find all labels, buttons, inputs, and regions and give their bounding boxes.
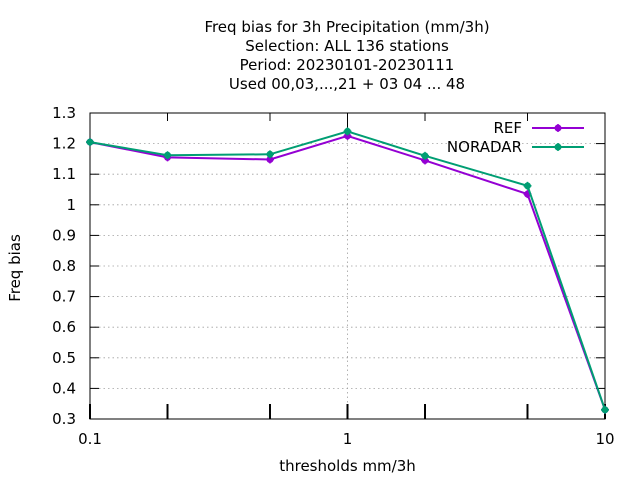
x-tick-label: 1 (343, 430, 353, 448)
data-point-noradar (601, 405, 609, 414)
legend-marker-noradar (554, 143, 562, 151)
y-tick-label: 1 (66, 196, 76, 214)
data-series (86, 127, 609, 414)
y-tick-label: 0.9 (52, 226, 76, 244)
y-tick-label: 0.8 (52, 257, 76, 275)
title-line: Freq bias for 3h Precipitation (mm/3h) (204, 18, 489, 36)
y-tick-labels: 0.3 0.4 0.5 0.6 0.7 0.8 0.9 1 1.1 1.2 1.3 (52, 104, 76, 428)
y-tick-label: 0.5 (52, 349, 76, 367)
x-tick-label: 10 (595, 430, 614, 448)
data-point-noradar (86, 138, 94, 147)
data-point-noradar (523, 181, 532, 190)
y-tick-label: 1.3 (52, 104, 76, 122)
y-tick-label: 0.7 (52, 288, 76, 306)
title-line: Period: 20230101-20230111 (240, 56, 455, 74)
y-tick-label: 0.6 (52, 318, 76, 336)
grid-lines (90, 113, 605, 419)
y-tick-label: 0.3 (52, 410, 76, 428)
y-tick-label: 1.1 (52, 165, 76, 183)
title-line: Selection: ALL 136 stations (245, 37, 449, 55)
data-point-noradar (265, 150, 274, 159)
data-point-noradar (421, 151, 430, 160)
x-axis-title: thresholds mm/3h (279, 457, 416, 475)
plot-area-border (89, 112, 606, 420)
legend-marker-ref (554, 124, 562, 132)
data-point-noradar (343, 127, 352, 136)
data-point-noradar (163, 151, 172, 160)
y-tick-label: 1.2 (52, 135, 76, 153)
legend-label-ref: REF (493, 119, 522, 137)
x-tick-label: 0.1 (78, 430, 102, 448)
title-line: Used 00,03,...,21 + 03 04 ... 48 (229, 75, 465, 93)
chart-title: Freq bias for 3h Precipitation (mm/3h)Se… (204, 18, 489, 93)
x-tick-labels: 0.1 1 10 (78, 430, 614, 448)
y-tick-label: 0.4 (52, 379, 76, 397)
legend-label-noradar: NORADAR (447, 138, 522, 156)
y-axis-title: Freq bias (6, 234, 24, 302)
